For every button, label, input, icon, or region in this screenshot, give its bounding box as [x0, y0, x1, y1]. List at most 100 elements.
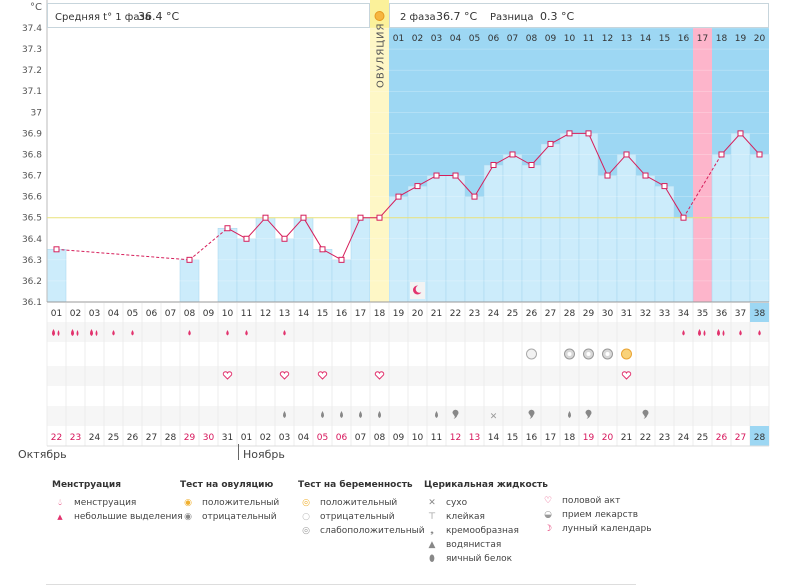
moon-icon-cut [415, 285, 424, 293]
pregnancy-test-positive-icon [621, 348, 632, 360]
legend-item: ○ отрицательный [298, 510, 425, 524]
y-tick-label: 36.4 [22, 235, 42, 245]
date-label: 09 [393, 433, 405, 443]
phase2-day-label: 03 [431, 34, 442, 44]
temperature-point [300, 214, 307, 221]
date-label: 22 [51, 433, 62, 443]
temperature-point [490, 162, 497, 168]
date-label: 11 [431, 433, 442, 443]
cycle-day-label: 03 [89, 309, 100, 319]
month-label-prev: Октябрь [18, 448, 67, 461]
date-label: 31 [222, 433, 233, 443]
cycle-day-label: 38 [754, 309, 766, 319]
pregnancy-test-negative-icon [526, 348, 537, 360]
temperature-point [186, 256, 193, 263]
phase1-value: 36.4 °C [138, 10, 179, 23]
temperature-line-segment [721, 133, 741, 155]
cycle-day-label: 16 [336, 309, 348, 319]
temperature-bar [540, 143, 561, 303]
cycle-day-label: 36 [716, 309, 728, 319]
menstruation-light-icon [682, 330, 685, 336]
date-label: 08 [374, 433, 386, 443]
temperature-line-segment [417, 175, 437, 187]
menstruation-light-icon [245, 330, 248, 336]
drop-light-icon: ▲ [57, 513, 63, 521]
ovulation-test-positive-icon: ◉ [184, 498, 192, 508]
temperature-point [376, 214, 383, 221]
phase2-value: 36.7 °C [436, 10, 477, 23]
cycle-day-label: 10 [222, 309, 234, 319]
y-tick-label: 36.8 [22, 150, 42, 160]
cycle-day-label: 23 [469, 309, 480, 319]
date-label: 28 [754, 433, 766, 443]
cycle-day-label: 24 [488, 309, 500, 319]
cycle-day-label: 18 [374, 309, 386, 319]
temperature-point [357, 214, 364, 221]
y-tick-label: 37.1 [22, 87, 42, 97]
legend-label: положительный [202, 498, 280, 508]
temperature-bar [274, 238, 295, 303]
watery-icon [283, 411, 286, 418]
watery-icon [568, 411, 571, 418]
cycle-day-label: 01 [51, 309, 62, 319]
temperature-line-segment [398, 185, 418, 198]
pregnancy-test-weak-icon-inner [586, 352, 591, 356]
legend-item: ◉ положительный [180, 496, 279, 510]
cycle-day-label: 17 [355, 309, 366, 319]
phase2-day-cell [674, 29, 693, 46]
temperature-bar [388, 196, 409, 303]
temperature-line-segment [512, 154, 532, 166]
cycle-day-label: 19 [393, 309, 405, 319]
dry-icon: ✕ [428, 498, 436, 508]
phase2-day-cell [541, 29, 560, 46]
temperature-line-segment [493, 154, 513, 166]
phase2-day-label: 05 [469, 34, 480, 44]
temperature-point [243, 235, 250, 242]
menstruation-light-icon [283, 330, 286, 336]
date-label: 23 [70, 433, 81, 443]
phase2-day-cell [750, 29, 769, 46]
cycle-day-label: 21 [431, 309, 442, 319]
cycle-day-label: 20 [412, 309, 424, 319]
legend-item: ▲ водянистая [424, 538, 548, 552]
heart-icon [317, 371, 328, 380]
date-label: 25 [108, 433, 119, 443]
cycle-day-label: 32 [640, 309, 651, 319]
date-label: 14 [488, 433, 500, 443]
temperature-bar [749, 154, 770, 303]
cycle-day-label: 27 [545, 309, 556, 319]
legend-item: ◎ положительный [298, 496, 425, 510]
menstruation-heavy-icon [698, 329, 706, 336]
legend-item: ☽ лунный календарь [540, 522, 652, 536]
date-label: 21 [621, 433, 632, 443]
legend-pregnancy-test: Тест на беременность ◎ положительный ○ отр… [298, 480, 425, 538]
temperature-point [53, 246, 60, 253]
phase2-day-cell [484, 29, 503, 46]
temperature-point [623, 151, 630, 158]
menstruation-heavy-icon [71, 329, 79, 336]
temperature-line-segment [550, 132, 570, 145]
temperature-line-segment [455, 175, 475, 197]
temperature-line-segment [189, 227, 228, 261]
y-tick-label: 37.4 [22, 24, 42, 34]
cycle-day-label: 31 [621, 309, 632, 319]
legend-label: лунный календарь [562, 524, 652, 534]
cycle-day-label: 05 [127, 309, 138, 319]
legend-other: ♡ половой акт ◒ прием лекарств ☽ лунный кал… [540, 494, 652, 536]
creamy-icon: ❟ [430, 526, 434, 536]
date-label: 23 [659, 433, 670, 443]
date-label: 30 [203, 433, 215, 443]
temperature-line-segment [607, 154, 627, 176]
cycle-day-label: 14 [298, 309, 310, 319]
phase2-day-label: 04 [450, 34, 462, 44]
legend-title: Тест на овуляцию [180, 480, 274, 490]
marked-day-column [693, 28, 712, 302]
temperature-line-segment [322, 248, 342, 261]
legend-item: 💧︎ менструация [52, 496, 183, 510]
phase2-day-label: 16 [678, 34, 690, 44]
temperature-point [224, 225, 231, 232]
temperature-point [680, 214, 687, 221]
legend-label: прием лекарств [562, 510, 639, 520]
temperature-line-segment [56, 248, 190, 261]
menstruation-heavy-icon [90, 329, 98, 336]
